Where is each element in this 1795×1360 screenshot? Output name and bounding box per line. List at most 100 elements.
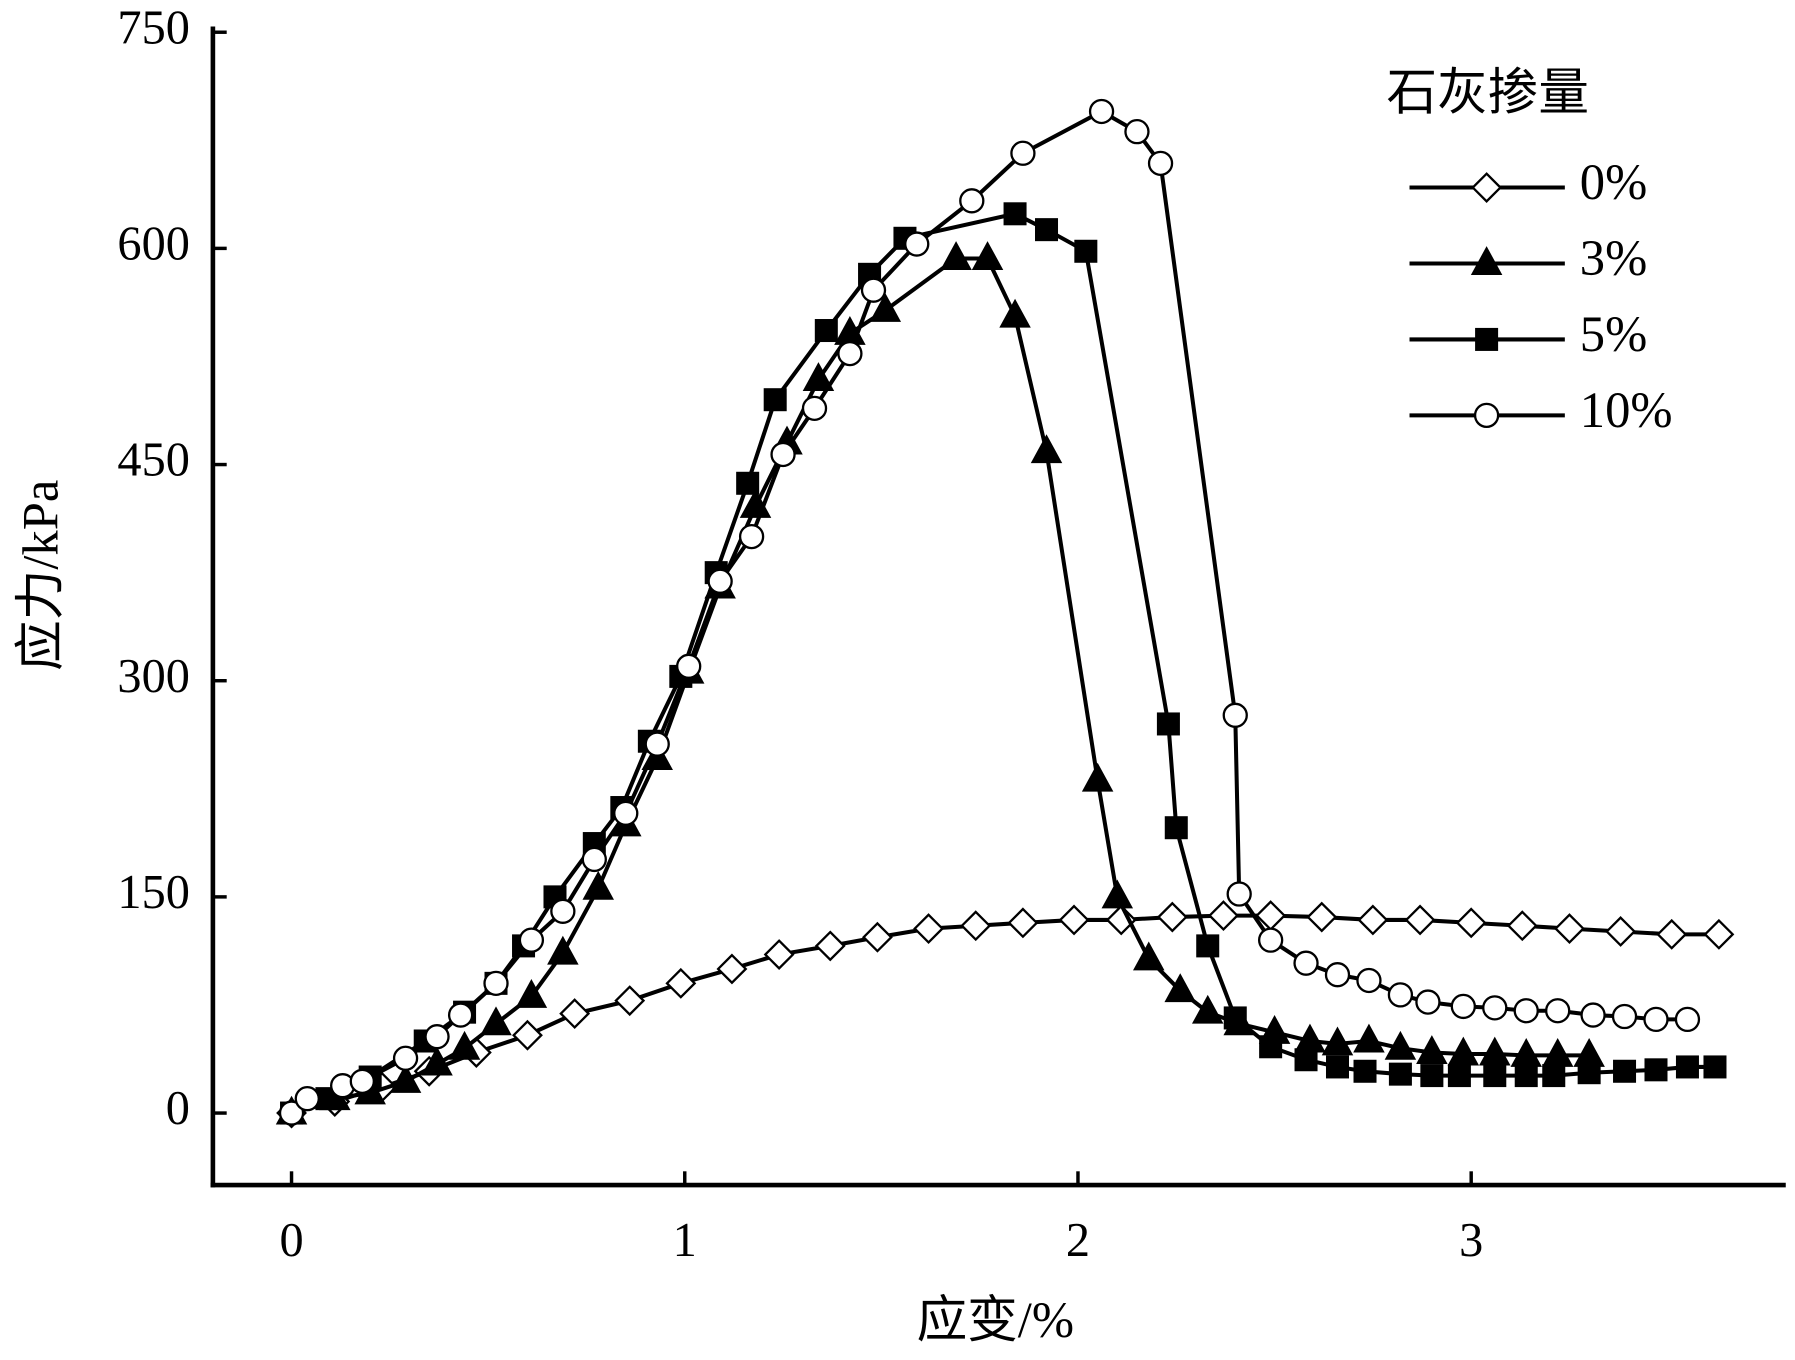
marker bbox=[1611, 1003, 1638, 1030]
marker bbox=[959, 188, 985, 214]
marker bbox=[1007, 907, 1039, 939]
marker bbox=[480, 1006, 512, 1036]
marker bbox=[1294, 1048, 1318, 1072]
marker bbox=[1388, 1062, 1412, 1086]
marker bbox=[861, 921, 893, 953]
marker bbox=[512, 1019, 543, 1051]
marker bbox=[447, 1002, 474, 1028]
marker bbox=[1420, 1064, 1444, 1088]
marker bbox=[738, 523, 765, 550]
marker bbox=[1058, 904, 1090, 936]
marker bbox=[1674, 1006, 1701, 1033]
marker bbox=[1542, 1064, 1566, 1088]
marker bbox=[581, 846, 607, 873]
marker bbox=[837, 340, 863, 367]
marker bbox=[1506, 910, 1538, 942]
marker bbox=[613, 800, 639, 826]
marker bbox=[1580, 1002, 1606, 1028]
marker bbox=[1306, 901, 1338, 933]
marker bbox=[1156, 712, 1180, 736]
marker bbox=[971, 241, 1004, 270]
marker bbox=[1353, 1023, 1385, 1053]
marker bbox=[278, 1100, 305, 1126]
legend-title: 石灰掺量 bbox=[1387, 64, 1589, 120]
marker bbox=[1010, 140, 1036, 166]
marker bbox=[1577, 1061, 1601, 1085]
marker bbox=[1513, 998, 1539, 1024]
marker bbox=[802, 362, 835, 392]
marker bbox=[1156, 901, 1188, 933]
marker bbox=[1353, 1059, 1377, 1083]
marker bbox=[1455, 907, 1487, 939]
marker bbox=[1222, 702, 1248, 728]
marker bbox=[1325, 1055, 1349, 1079]
marker bbox=[716, 953, 748, 985]
marker bbox=[1164, 973, 1196, 1003]
y-axis-label: 应力/kPa bbox=[13, 480, 69, 671]
marker bbox=[707, 568, 733, 594]
marker bbox=[940, 241, 972, 270]
marker bbox=[1030, 434, 1063, 464]
y-tick-label: 0 bbox=[166, 1082, 190, 1135]
marker bbox=[814, 930, 846, 962]
marker bbox=[763, 939, 795, 970]
marker bbox=[1613, 1059, 1637, 1083]
marker bbox=[644, 731, 670, 757]
legend-label: 5% bbox=[1580, 306, 1647, 362]
marker bbox=[1656, 918, 1688, 950]
marker bbox=[869, 292, 902, 322]
marker bbox=[448, 1030, 481, 1060]
marker bbox=[814, 319, 838, 343]
y-tick-label: 150 bbox=[117, 866, 189, 919]
marker bbox=[1081, 762, 1114, 792]
marker bbox=[999, 298, 1031, 328]
marker bbox=[1384, 1030, 1417, 1060]
marker bbox=[801, 395, 828, 422]
marker bbox=[421, 1046, 453, 1076]
marker bbox=[1074, 239, 1098, 263]
marker bbox=[1105, 904, 1137, 936]
marker bbox=[1208, 900, 1239, 932]
series-line bbox=[290, 256, 1590, 1115]
marker bbox=[1703, 1055, 1727, 1079]
marker bbox=[1483, 1064, 1507, 1088]
marker bbox=[389, 1063, 422, 1093]
legend-label: 3% bbox=[1580, 230, 1647, 286]
marker bbox=[1293, 950, 1319, 976]
y-tick-label: 600 bbox=[117, 217, 189, 270]
marker bbox=[424, 1024, 450, 1050]
marker bbox=[1088, 98, 1115, 125]
marker bbox=[1321, 1026, 1354, 1056]
marker bbox=[1124, 118, 1150, 145]
x-tick-label: 2 bbox=[1066, 1214, 1090, 1267]
marker bbox=[960, 910, 992, 942]
marker bbox=[1164, 816, 1188, 840]
x-tick-label: 1 bbox=[673, 1214, 697, 1267]
x-tick-label: 3 bbox=[1459, 1214, 1483, 1267]
marker bbox=[676, 653, 702, 679]
marker bbox=[582, 870, 614, 900]
marker bbox=[1541, 1038, 1574, 1067]
y-tick-label: 450 bbox=[117, 434, 189, 487]
marker bbox=[904, 231, 930, 257]
marker bbox=[1101, 879, 1134, 909]
legend-label: 10% bbox=[1580, 382, 1673, 438]
marker bbox=[614, 985, 646, 1017]
marker bbox=[913, 913, 944, 945]
marker bbox=[392, 1045, 419, 1071]
marker bbox=[770, 441, 796, 468]
marker bbox=[1479, 1036, 1511, 1066]
marker bbox=[515, 978, 548, 1008]
y-tick-label: 300 bbox=[117, 650, 189, 703]
marker bbox=[1450, 993, 1476, 1020]
marker bbox=[559, 998, 591, 1030]
marker bbox=[1257, 927, 1284, 953]
legend-marker bbox=[1475, 327, 1499, 351]
marker bbox=[294, 1085, 320, 1112]
series-line bbox=[290, 211, 1715, 1115]
x-axis-label: 应变/% bbox=[917, 1292, 1074, 1348]
marker bbox=[1259, 1035, 1283, 1059]
marker bbox=[1223, 1006, 1247, 1030]
